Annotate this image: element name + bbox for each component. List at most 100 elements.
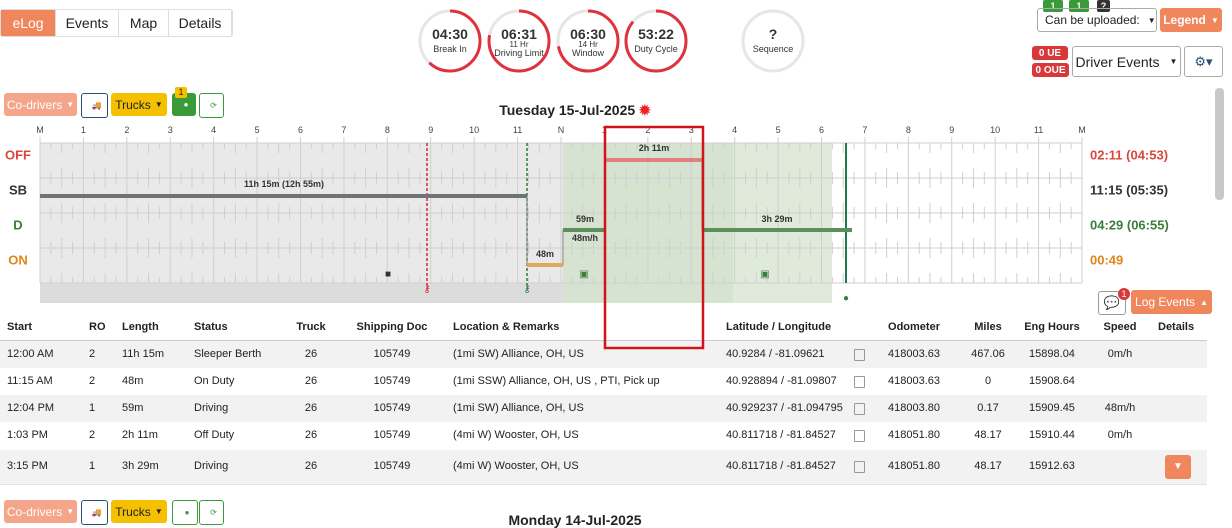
date-icon: ✹ bbox=[639, 102, 651, 118]
hour-label: 6 bbox=[298, 125, 303, 135]
co-drivers-button-label: Co-drivers bbox=[6, 504, 63, 519]
settings-button[interactable]: ⚙▾ bbox=[1184, 46, 1223, 77]
cell-status: Off Duty bbox=[194, 429, 235, 441]
hour-label: 2 bbox=[645, 125, 650, 135]
icon: ▼ bbox=[154, 507, 163, 516]
upload-select[interactable]: Can be uploaded: ▼ bbox=[1037, 8, 1157, 32]
table-row: 12:04 PM 1 59m Driving 26 105749 (1mi SW) Alli… bbox=[0, 395, 1207, 423]
next-toolbar: Co-drivers ▼ 🚚 Trucks ▼ ● ⟳ bbox=[0, 499, 240, 527]
refresh-button[interactable]: ⟳ bbox=[199, 500, 224, 525]
cell-ro: 2 bbox=[89, 374, 96, 387]
cell-length: 2h 11m bbox=[122, 429, 158, 441]
driver-events-select[interactable]: Driver Events ▼ bbox=[1072, 46, 1181, 77]
driver-button[interactable]: ● bbox=[172, 500, 198, 525]
cell-eng-hours: 15912.63 bbox=[1029, 460, 1075, 472]
scrollbar bbox=[1215, 88, 1224, 200]
gauge-value: ? bbox=[769, 26, 778, 42]
event-icon: ⚷ bbox=[523, 284, 530, 295]
cell-miles: 0.17 bbox=[977, 401, 999, 414]
cell-ro: 2 bbox=[89, 347, 96, 360]
expand-button[interactable]: ▼ bbox=[1165, 455, 1191, 479]
cell-odometer: 418003.80 bbox=[888, 401, 940, 414]
icon: ⟳ bbox=[210, 508, 217, 517]
hour-label: N bbox=[558, 125, 565, 135]
legend-button[interactable]: Legend ▼ bbox=[1160, 8, 1222, 32]
cell-latlng: 40.811718 / -81.84527 bbox=[726, 460, 836, 472]
cell-ro: 1 bbox=[89, 401, 96, 414]
shift-area-light bbox=[733, 143, 832, 303]
cell-ro: 1 bbox=[89, 460, 96, 472]
cell-doc: 105749 bbox=[373, 460, 411, 472]
copy-icon[interactable] bbox=[854, 348, 865, 361]
gauge-label: Driving Limit bbox=[494, 48, 544, 58]
copy-icon[interactable] bbox=[854, 461, 865, 473]
cell-start: 1:03 PM bbox=[7, 429, 48, 441]
hour-label: 11 bbox=[1034, 125, 1043, 135]
trucks-button[interactable]: Trucks ▼ bbox=[111, 500, 167, 523]
column-header: Speed bbox=[1103, 321, 1137, 333]
hour-label: 8 bbox=[906, 125, 911, 135]
driver-button[interactable]: ● bbox=[172, 93, 196, 116]
cell-eng-hours: 15908.64 bbox=[1029, 374, 1075, 387]
cell-start: 12:04 PM bbox=[7, 401, 55, 414]
copy-icon[interactable] bbox=[854, 430, 865, 442]
table-row: 11:15 AM 2 48m On Duty 26 105749 (1mi SSW) All… bbox=[0, 368, 1207, 396]
segment-label: 3h 29m bbox=[761, 214, 792, 224]
table-row: 3:15 PM 1 3h 29m Driving 26 105749 (4mi W) Woo… bbox=[0, 450, 1207, 485]
caret: ▼ bbox=[1147, 15, 1156, 25]
hour-label: 7 bbox=[862, 125, 867, 135]
cell-status: Sleeper Berth bbox=[194, 347, 262, 360]
trucks-button[interactable]: Trucks ▼ bbox=[111, 93, 167, 116]
column-header: RO bbox=[89, 321, 106, 333]
cell-status: Driving bbox=[194, 401, 229, 414]
tab[interactable]: Events bbox=[56, 10, 119, 36]
status-badge: 1 bbox=[1043, 0, 1063, 12]
header-rule bbox=[0, 340, 1207, 341]
chat-button[interactable]: 💬 bbox=[1098, 291, 1126, 315]
trucks-button-label: Trucks bbox=[115, 504, 151, 519]
icon: 🚚 bbox=[91, 508, 102, 517]
copy-icon[interactable] bbox=[854, 375, 865, 388]
column-header: Miles bbox=[974, 321, 1002, 333]
column-header: Shipping Doc bbox=[356, 321, 428, 333]
cell-start: 11:15 AM bbox=[7, 374, 53, 387]
hour-label: 7 bbox=[341, 125, 346, 135]
log-events-button[interactable]: Log Events ▲ bbox=[1131, 290, 1212, 314]
highlight-box bbox=[603, 125, 705, 350]
copy-icon[interactable] bbox=[854, 402, 865, 415]
truck-button[interactable]: 🚚 bbox=[81, 500, 108, 525]
status-total: 02:11 (04:53) bbox=[1090, 147, 1168, 162]
hour-label: M bbox=[36, 125, 44, 135]
cell-eng-hours: 15909.45 bbox=[1029, 401, 1075, 414]
refresh-button[interactable]: ⟳ bbox=[199, 93, 224, 118]
tab[interactable]: Details bbox=[169, 10, 232, 36]
cell-latlng: 40.928894 / -81.09807 bbox=[726, 374, 837, 387]
cell-length: 59m bbox=[122, 401, 144, 414]
cell-miles: 467.06 bbox=[971, 347, 1005, 360]
highlight-rect bbox=[603, 125, 705, 350]
co-drivers-button[interactable]: Co-drivers ▼ bbox=[4, 500, 77, 523]
caret: ▼ bbox=[1169, 57, 1178, 66]
cell-latlng: 40.929237 / -81.094795 bbox=[726, 401, 843, 414]
table-row: 1:03 PM 2 2h 11m Off Duty 26 105749 (4mi W) Wo… bbox=[0, 422, 1207, 451]
co-drivers-button[interactable]: Co-drivers ▼ bbox=[4, 93, 77, 116]
gauge-sublabel: 14 Hr bbox=[578, 40, 598, 49]
log-graph: M 1 2 3 4 5 6 7 8 9 10 11 N 1 2 3 4 5 6 7 8 9 10 11 M OFF 02:11 (0… bbox=[5, 125, 1169, 304]
events-table: Start RO Length Status Truck Shipping Doc Loca… bbox=[0, 316, 1207, 486]
gauge-label: Break In bbox=[433, 44, 467, 54]
gauge-value: 06:31 bbox=[501, 26, 537, 42]
event-strip bbox=[40, 283, 563, 303]
cell-odometer: 418003.63 bbox=[888, 374, 940, 387]
cell-length: 3h 29m bbox=[122, 460, 159, 472]
hour-label: 4 bbox=[211, 125, 216, 135]
cell-doc: 105749 bbox=[373, 347, 411, 360]
truck-button[interactable]: 🚚 bbox=[81, 93, 108, 118]
date-text: Tuesday 15-Jul-2025 bbox=[499, 102, 636, 118]
column-header: Status bbox=[194, 321, 228, 333]
tab[interactable]: eLog bbox=[1, 10, 57, 36]
cell-location: (1mi SSW) Alliance, OH, US , PTI, Pick u… bbox=[453, 374, 660, 387]
cell-truck: 26 bbox=[304, 347, 318, 360]
tab[interactable]: Map bbox=[119, 10, 170, 36]
caret: ▲ bbox=[1200, 297, 1208, 307]
